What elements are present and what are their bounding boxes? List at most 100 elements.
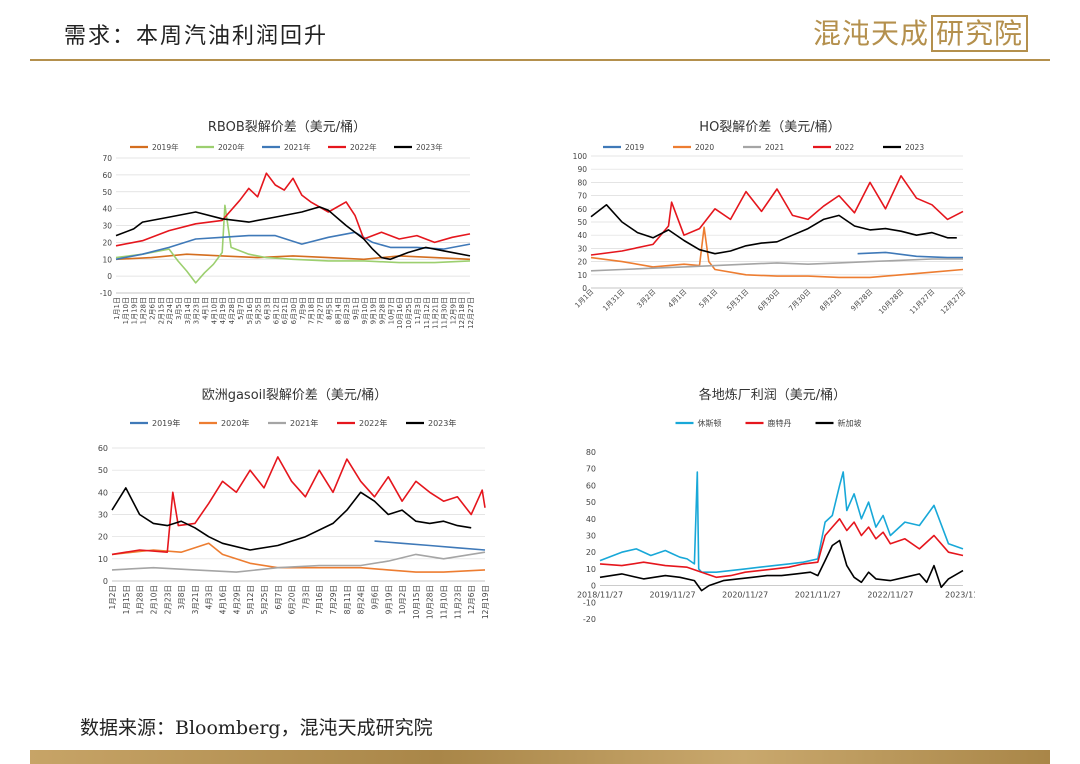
x-tick-label: 4月1日 (202, 297, 210, 320)
x-tick-label: 10月28日 (877, 288, 905, 316)
x-tick-label: 2020/11/27 (722, 591, 768, 600)
y-tick-label: 70 (586, 465, 596, 474)
logo-box-text: 研究院 (930, 15, 1028, 52)
y-tick-label: 0 (107, 272, 112, 281)
y-tick-label: 30 (586, 532, 596, 541)
y-tick-label: 100 (573, 152, 588, 161)
x-tick-label: 9月10日 (361, 297, 369, 324)
x-tick-label: 6月30日 (290, 297, 298, 324)
y-tick-label: 30 (98, 511, 108, 520)
x-tick-label: 4月29日 (232, 585, 241, 614)
x-tick-label: 5月31日 (725, 288, 750, 313)
x-tick-label: 5月25日 (260, 585, 269, 614)
legend-label: 2020 (695, 143, 714, 152)
y-tick-label: 0 (103, 577, 108, 586)
x-tick-label: 1月28日 (136, 585, 145, 614)
legend-label: 2021 (765, 143, 784, 152)
x-tick-label: 1月15日 (122, 585, 131, 614)
x-tick-label: 4月1日 (667, 288, 689, 310)
y-tick-label: 0 (591, 582, 596, 591)
y-tick-label: 50 (586, 498, 596, 507)
header-divider (30, 59, 1050, 61)
x-tick-label: 9月19日 (370, 297, 378, 324)
x-tick-label: 10月16日 (396, 297, 404, 329)
x-tick-label: 7月3日 (301, 585, 310, 610)
legend-label: 2023年 (416, 142, 443, 152)
x-tick-label: 8月5日 (325, 297, 333, 320)
y-tick-label: 10 (98, 555, 108, 564)
x-tick-label: 1月19日 (131, 297, 139, 324)
y-tick-label: 60 (98, 444, 108, 453)
x-tick-label: 8月24日 (357, 585, 366, 614)
legend-label: 2021年 (284, 142, 311, 152)
y-tick-label: -10 (583, 598, 596, 607)
chart-refinery: 各地炼厂利润（美元/桶） 休斯顿 鹿特丹 新加坡 -20 -10 0 10 20 30 40 50 60… (570, 386, 975, 631)
x-tick-label: 10月7日 (387, 297, 395, 324)
legend-label: 鹿特丹 (768, 418, 792, 428)
legend-label: 新加坡 (838, 418, 862, 428)
legend-label: 2020年 (218, 142, 245, 152)
x-tick-label: 6月30日 (756, 288, 781, 313)
data-source: 数据来源：Bloomberg，混沌天成研究院 (80, 717, 433, 739)
x-tick-label: 5月1日 (698, 288, 720, 310)
chart-svg-gasoil: 欧洲gasoil裂解价差（美元/桶） 2019年 2020年 2021年 2022年 20… (98, 388, 490, 619)
y-tick-label: 50 (577, 218, 587, 227)
y-tick-label: 0 (582, 284, 587, 293)
series-line (374, 540, 486, 551)
y-tick-label: 20 (102, 238, 112, 247)
x-tick-label: 6月7日 (274, 585, 283, 610)
x-tick-label: 12月9日 (449, 297, 457, 324)
x-tick-label: 5月25日 (255, 297, 263, 324)
y-tick-label: 40 (102, 205, 112, 214)
x-tick-label: 7月30日 (787, 288, 812, 313)
chart-title: 欧洲gasoil裂解价差（美元/桶） (202, 388, 388, 403)
logo: 混沌天成 研究院 (813, 12, 1028, 52)
series-line (590, 258, 963, 272)
legend-label: 2023 (905, 143, 924, 152)
y-tick-label: 40 (586, 515, 596, 524)
y-tick-label: 50 (98, 466, 108, 475)
series-line (115, 253, 471, 261)
y-tick-label: 40 (577, 231, 587, 240)
x-tick-label: 7月9日 (299, 297, 307, 320)
chart-ho: HO裂解价差（美元/桶） 2019 2020 2021 2022 2023 0 10 20 30 4… (565, 118, 975, 348)
y-tick-label: -10 (100, 289, 112, 298)
x-tick-label: 8月23日 (343, 297, 351, 324)
legend-label: 2019年 (152, 142, 179, 152)
series-line (115, 204, 471, 284)
y-tick-label: 10 (102, 255, 112, 264)
chart-svg-ho: HO裂解价差（美元/桶） 2019 2020 2021 2022 2023 0 10 20 30 4… (573, 120, 968, 316)
y-tick-label: 40 (98, 488, 108, 497)
x-tick-label: 5月7日 (237, 297, 245, 320)
x-tick-label: 2月23日 (163, 585, 172, 614)
x-tick-label: 8月14日 (334, 297, 342, 324)
series-line (115, 206, 471, 261)
x-tick-label: 11月3日 (414, 297, 422, 324)
x-tick-label: 1月31日 (601, 288, 626, 313)
y-tick-label: 10 (577, 271, 587, 280)
x-tick-label: 4月28日 (228, 297, 236, 324)
x-tick-label: 2018/11/27 (577, 591, 623, 600)
y-tick-label: 60 (586, 481, 596, 490)
x-tick-label: 1月1日 (113, 297, 121, 320)
x-tick-label: 1月10日 (122, 297, 130, 324)
x-tick-label: 11月23日 (453, 585, 462, 619)
y-tick-label: 30 (102, 222, 112, 231)
legend-label: 休斯顿 (698, 418, 722, 428)
x-tick-label: 3月8日 (177, 585, 186, 610)
x-tick-label: 7月27日 (317, 297, 325, 324)
y-tick-label: 20 (98, 533, 108, 542)
x-tick-label: 6月21日 (281, 297, 289, 324)
x-tick-label: 4月16日 (219, 585, 228, 614)
x-tick-label: 12月27日 (467, 297, 475, 329)
x-tick-label: 1月2日 (108, 585, 117, 610)
x-tick-label: 9月1日 (352, 297, 360, 320)
series-line (599, 518, 964, 579)
x-tick-label: 4月3日 (205, 585, 214, 610)
x-tick-label: 12月27日 (939, 288, 967, 316)
x-tick-label: 11月10日 (440, 585, 449, 619)
y-tick-label: -20 (583, 615, 596, 624)
series-line (590, 174, 964, 256)
x-tick-label: 9月28日 (849, 288, 874, 313)
x-tick-label: 10月28日 (426, 585, 435, 619)
